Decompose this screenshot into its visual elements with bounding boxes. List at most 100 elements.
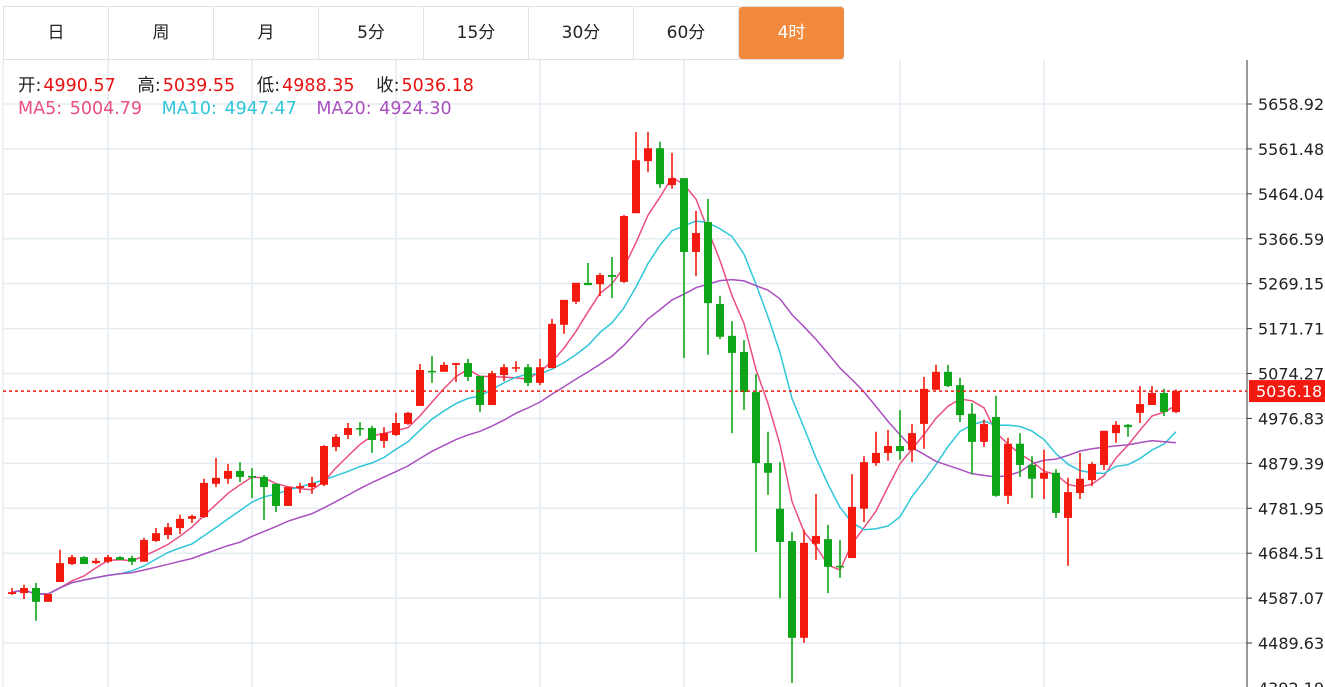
candle-down [236, 462, 244, 482]
candle-up [1088, 462, 1096, 487]
tab-day[interactable]: 日 [4, 7, 109, 59]
candle-body [1136, 404, 1144, 413]
candle-down [656, 141, 664, 188]
candle-body [392, 422, 400, 435]
candle-body [872, 452, 880, 464]
ma10-value: 4947.47 [224, 99, 297, 119]
y-tick-label: 4781.95 [1258, 499, 1324, 518]
candle-body [416, 369, 424, 406]
tab-60min[interactable]: 60分 [634, 7, 739, 59]
y-tick-label: 5464.04 [1258, 185, 1324, 204]
candle-up [488, 370, 496, 405]
y-tick-label: 5269.15 [1258, 275, 1324, 294]
candle-down [1016, 433, 1024, 477]
candle-down [428, 356, 436, 383]
candle-body [752, 392, 760, 464]
candle-up [560, 299, 568, 335]
candle-body [884, 446, 892, 453]
candle-up [104, 554, 112, 564]
high-label: 高: [137, 76, 161, 96]
low-label: 低: [256, 76, 281, 96]
tab-5min[interactable]: 5分 [319, 7, 424, 59]
candle-body [380, 433, 388, 441]
candle-body [728, 335, 736, 353]
candle-body [1052, 472, 1060, 513]
tab-month[interactable]: 月 [214, 7, 319, 59]
candle-up [404, 411, 412, 425]
candle-down [524, 363, 532, 387]
candle-body [1016, 443, 1024, 465]
candle-body [104, 557, 112, 562]
grid-lines [2, 60, 1247, 687]
candle-up [1136, 386, 1144, 423]
candle-up [1076, 452, 1084, 500]
candle-up [668, 152, 676, 189]
candle-up [1004, 437, 1012, 505]
candle-up [872, 431, 880, 466]
candle-body [848, 506, 856, 559]
candle-down [956, 377, 964, 423]
candle-body [32, 588, 40, 602]
candle-up [152, 528, 160, 542]
candle-body [836, 565, 844, 568]
candle-body [116, 557, 124, 560]
price-axis: 5658.92 5561.48 5464.04 5366.59 5269.15 5171.… [3, 60, 1325, 687]
moving-average-lines [11, 176, 1177, 595]
candle-up [620, 215, 628, 283]
candle-up [56, 549, 64, 583]
tab-week[interactable]: 周 [109, 7, 214, 59]
candle-up [860, 456, 868, 523]
tab-15min[interactable]: 15分 [424, 7, 529, 59]
y-tick-label: 4684.51 [1258, 544, 1324, 563]
candle-body [428, 370, 436, 373]
last-price-badge [1249, 380, 1325, 403]
candle-down [368, 425, 376, 453]
candle-up [8, 588, 16, 595]
close-label: 收: [376, 76, 400, 96]
candle-body [308, 482, 316, 488]
candle-body [44, 594, 52, 602]
candle-up [920, 376, 928, 449]
candle-up [440, 362, 448, 372]
candle-down [356, 422, 364, 436]
candle-body [800, 542, 808, 638]
candle-body [8, 592, 16, 595]
candle-down [80, 556, 88, 565]
candle-body [572, 282, 580, 302]
candle-body [668, 178, 676, 186]
candle-up [284, 487, 292, 506]
ma10-line [11, 220, 1177, 595]
candle-body [716, 304, 724, 337]
candle-up [500, 363, 508, 382]
candle-down [116, 556, 124, 560]
candle-up [632, 132, 640, 214]
candle-body [824, 539, 832, 567]
candle-body [212, 477, 220, 484]
candle-down [32, 582, 40, 621]
close-value: 5036.18 [401, 76, 474, 96]
candle-body [68, 557, 76, 565]
candles [8, 132, 1180, 683]
candle-body [524, 367, 532, 383]
candle-body [764, 463, 772, 473]
ma10-label: MA10: [161, 99, 217, 119]
candle-down [836, 540, 844, 578]
tab-4hour[interactable]: 4时 [739, 7, 844, 59]
candle-up [548, 318, 556, 369]
candle-body [956, 385, 964, 416]
candle-body [1100, 430, 1108, 465]
candle-body [344, 428, 352, 435]
candle-up [92, 558, 100, 565]
candle-body [404, 412, 412, 424]
ma20-label: MA20: [316, 99, 372, 119]
candle-body [596, 274, 604, 285]
candle-body [356, 428, 364, 430]
candle-body [512, 367, 520, 369]
tab-30min[interactable]: 30分 [529, 7, 634, 59]
open-value: 4990.57 [43, 76, 116, 96]
candle-down [1124, 423, 1132, 437]
candle-body [1160, 393, 1168, 412]
candle-body [548, 323, 556, 369]
candle-up [344, 422, 352, 440]
